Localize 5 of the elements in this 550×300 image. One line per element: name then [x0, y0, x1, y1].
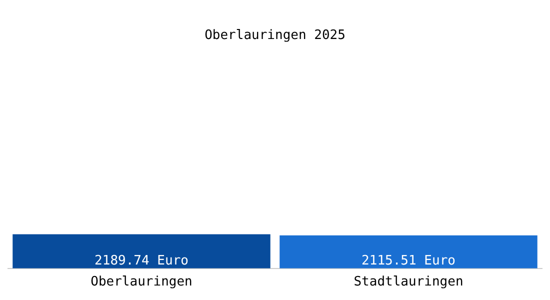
chart-title: Oberlauringen 2025: [204, 28, 346, 44]
data-label: 2115.51 Euro: [362, 253, 456, 268]
data-label: 2189.74 Euro: [94, 253, 188, 268]
x-tick-label: Stadtlauringen: [354, 274, 464, 290]
x-tick-label: Oberlauringen: [90, 274, 192, 290]
